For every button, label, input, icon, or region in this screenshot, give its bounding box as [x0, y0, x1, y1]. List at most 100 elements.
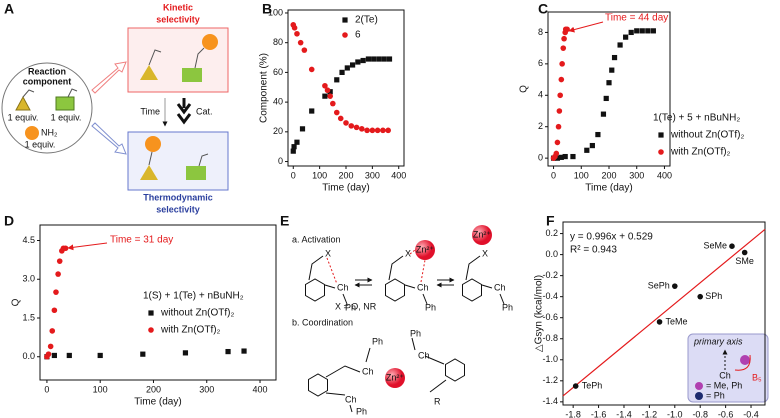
point	[55, 271, 61, 277]
component-label: component	[23, 76, 72, 86]
x-tick-label: 0	[291, 170, 296, 180]
x-tick-label: 100	[574, 170, 589, 180]
x-tick-label: 400	[253, 384, 268, 394]
panel-label: C	[538, 1, 548, 17]
atom-label: Ph	[356, 406, 367, 416]
activation-label: a. Activation	[292, 234, 341, 244]
point	[584, 147, 590, 153]
x-tick-label: 200	[338, 170, 353, 180]
atom-label: Ph	[425, 302, 436, 312]
panel-label: F	[546, 213, 555, 229]
panel-e: E a. Activation X = O, NR b. Coordinatio…	[280, 213, 513, 417]
point	[327, 89, 333, 95]
point	[369, 127, 376, 134]
point	[349, 62, 356, 68]
annotation-arrow	[67, 242, 108, 251]
panel-label: A	[4, 1, 14, 17]
point	[225, 348, 231, 355]
point	[650, 28, 656, 34]
bond	[499, 293, 505, 305]
inset: primary axis Ch B₅ = Me, Ph = Ph	[687, 333, 769, 403]
x-tick-label: 300	[199, 384, 214, 394]
atom-label: Ph	[502, 302, 513, 312]
atom-label: Ch	[494, 282, 506, 292]
point	[558, 76, 565, 83]
ring	[445, 358, 465, 382]
y-tick-label: -0.6	[542, 312, 558, 322]
point	[355, 59, 361, 65]
atom-label: Ch	[337, 282, 349, 292]
y-tick-label: 60	[273, 67, 283, 77]
point	[309, 108, 315, 114]
point	[322, 82, 328, 89]
panel-label: E	[280, 213, 289, 229]
annotation: Time = 31 day	[110, 235, 173, 246]
ring	[462, 278, 482, 302]
legend-marker	[342, 32, 348, 38]
bond	[365, 347, 371, 363]
point	[628, 29, 634, 36]
aldehyde-b	[186, 166, 206, 180]
bond	[349, 404, 353, 413]
annotation: Time = 44 day	[605, 13, 668, 24]
point	[359, 126, 365, 132]
y-tick-label: -0.4	[542, 291, 558, 301]
point	[595, 131, 601, 138]
kinetic-label: Kinetic	[163, 2, 193, 12]
point-label: SePh	[648, 281, 670, 291]
y-tick-label: 4	[538, 90, 543, 100]
point	[182, 350, 189, 356]
point	[600, 111, 607, 117]
aldehyde-a	[140, 65, 158, 80]
y-tick-label: 0	[538, 153, 543, 163]
point	[360, 57, 366, 64]
point	[353, 124, 360, 131]
point	[291, 25, 298, 31]
kinetic-label: selectivity	[156, 14, 200, 24]
x-tick-label: -0.8	[692, 409, 708, 418]
point	[555, 123, 562, 130]
amine	[25, 126, 39, 140]
b5-arc	[734, 354, 751, 371]
point	[589, 142, 595, 149]
x-tick-label: 200	[601, 170, 616, 180]
point	[564, 26, 570, 33]
atom-label: Ch	[417, 282, 429, 292]
point	[559, 61, 565, 67]
thermo-label: Thermodynamic	[143, 192, 213, 202]
point	[562, 153, 568, 160]
atom-label: Ph	[372, 336, 383, 346]
x-tick-label: 300	[629, 170, 644, 180]
point	[603, 95, 609, 102]
inset-box	[687, 333, 769, 403]
plot-frame	[547, 11, 671, 167]
thermo-label: selectivity	[156, 204, 200, 214]
point	[697, 293, 704, 300]
aldehyde-b	[55, 96, 75, 111]
arrow-thermo	[91, 122, 127, 155]
x-tick-label: 400	[657, 170, 672, 180]
point	[374, 127, 381, 134]
x-axis-label: Time (day)	[134, 397, 181, 408]
inset-me: = Me, Ph	[706, 380, 742, 390]
zn-ion	[385, 368, 405, 388]
point	[556, 108, 563, 114]
legend-title: 1(S) + 1(Te) + nBuNH₂	[143, 291, 244, 302]
point	[344, 65, 350, 71]
annotation-arrow	[568, 21, 604, 33]
legend-marker	[695, 392, 703, 400]
equiv: 1 equiv.	[25, 139, 56, 149]
bond	[148, 49, 162, 66]
atom-label: Ph	[410, 328, 421, 338]
x-tick-label: -1.0	[667, 409, 683, 418]
x-tick-label: 0	[551, 170, 556, 180]
point	[365, 56, 372, 62]
legend-marker	[695, 382, 703, 390]
y-tick-label: 1.5	[22, 312, 35, 322]
cat-label: Cat.	[196, 106, 213, 116]
aldehyde-b	[182, 68, 202, 82]
legend-marker	[342, 17, 348, 23]
plot-frame	[562, 221, 766, 406]
legend-label: without Zn(OTf)₂	[160, 308, 234, 319]
legend-label: with Zn(OTf)₂	[160, 325, 221, 336]
